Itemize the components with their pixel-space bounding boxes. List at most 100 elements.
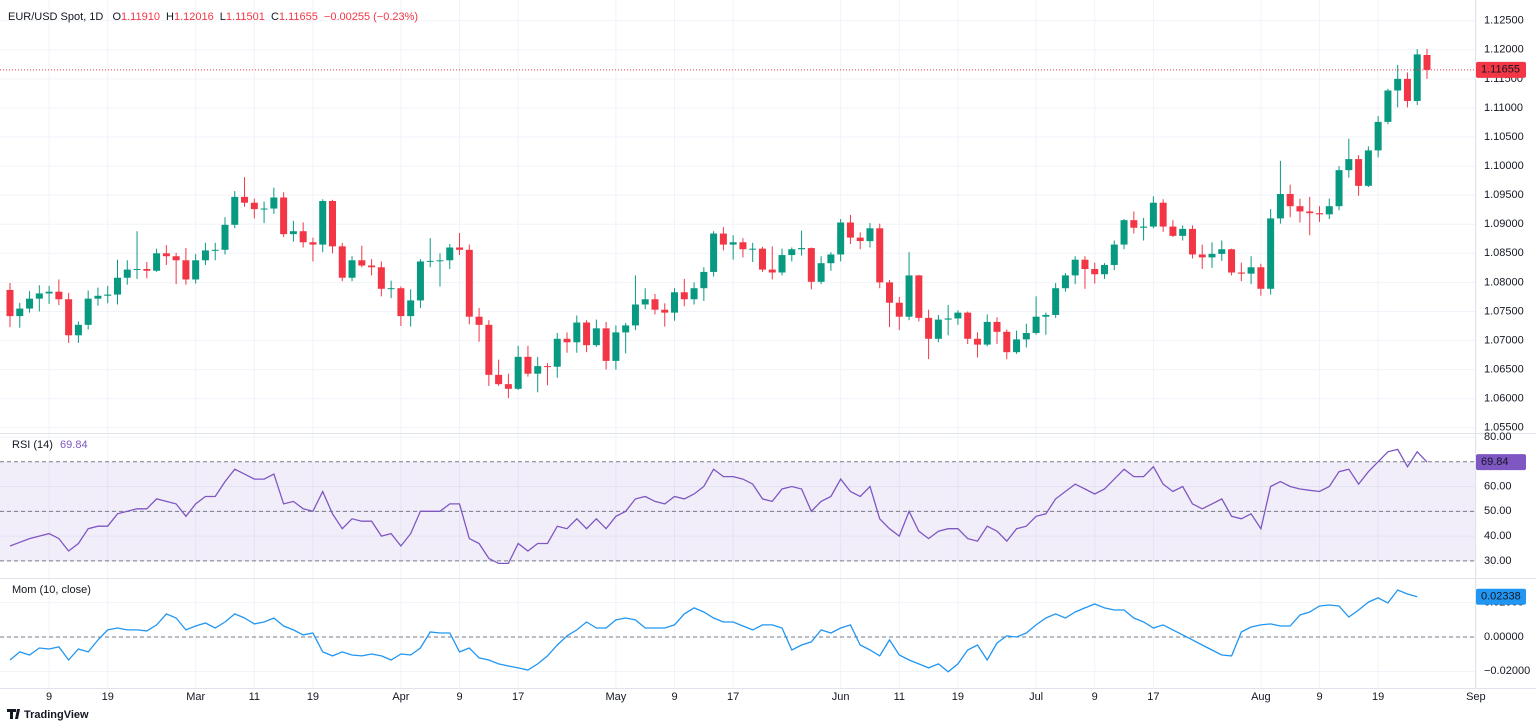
candle-body (1296, 206, 1304, 212)
y-tick-label: 1.10500 (1484, 131, 1524, 143)
candle-body (1140, 226, 1148, 228)
candle-body (446, 247, 454, 261)
candle-body (328, 200, 336, 247)
candle-body (768, 269, 776, 273)
marks (0, 48, 1475, 673)
candle-body (358, 260, 366, 266)
candle-body (954, 312, 962, 319)
candle-body (1325, 206, 1333, 215)
candle-body (944, 318, 952, 320)
x-tick-label: 19 (952, 691, 964, 703)
y-tick-label: 1.07000 (1484, 334, 1524, 346)
candle-body (719, 233, 727, 245)
candle-body (504, 384, 512, 389)
ohlc-key: C (271, 11, 279, 23)
candle-body (182, 260, 190, 280)
candle-body (866, 228, 874, 242)
candle-body (807, 248, 815, 282)
candle-body (514, 356, 522, 389)
candle-body (1179, 228, 1187, 236)
candle-body (1364, 150, 1372, 186)
candle-body (1003, 331, 1011, 353)
ohlc-value: 1.11655 (279, 11, 318, 23)
candle-body (895, 302, 903, 317)
y-tick-label: −0.02000 (1484, 665, 1530, 677)
candle-body (631, 304, 639, 326)
price-legend: EUR/USD Spot, 1D O1.11910 H1.12016 L1.11… (8, 11, 418, 23)
symbol: EUR/USD Spot, 1D (8, 11, 103, 23)
x-tick-label: 19 (307, 691, 319, 703)
x-tick-label: 19 (102, 691, 114, 703)
candle-body (1091, 269, 1099, 275)
candle-body (934, 319, 942, 339)
candle-body (407, 300, 415, 317)
indicator-line (9, 448, 1428, 565)
y-tick-label: 60.00 (1484, 480, 1512, 492)
x-tick-label: 11 (249, 691, 260, 703)
mom-title: Mom (10, close) (12, 584, 91, 596)
candle-body (983, 321, 991, 345)
x-tick-label: 19 (1372, 691, 1384, 703)
candle-body (798, 248, 806, 250)
candle-body (1052, 288, 1060, 315)
candle-body (827, 254, 835, 264)
candle-body (739, 242, 747, 250)
candle-body (348, 260, 356, 278)
candle-body (495, 374, 503, 385)
candle-body (837, 222, 845, 255)
candle-body (1316, 213, 1324, 215)
candle-body (1423, 55, 1431, 70)
candle-body (319, 200, 327, 245)
candle-body (1042, 314, 1050, 317)
candle-body (1403, 78, 1411, 101)
candle-body (1071, 259, 1079, 276)
candle-body (1208, 253, 1216, 258)
candle-body (1355, 159, 1363, 186)
candle-body (84, 298, 92, 325)
x-tick-label: 9 (671, 691, 677, 703)
candle-body (729, 242, 737, 245)
y-tick-label: 1.09000 (1484, 218, 1524, 230)
candle-body (74, 324, 82, 336)
candle-body (162, 253, 170, 257)
x-tick-label: 17 (727, 691, 739, 703)
rsi-title: RSI (14) (12, 439, 53, 451)
candle-body (241, 196, 249, 203)
candle-body (1394, 78, 1402, 91)
candle-body (778, 255, 786, 273)
candle-body (250, 202, 258, 210)
candle-body (1345, 159, 1353, 171)
candle-body (221, 224, 229, 250)
candle-body (964, 312, 972, 339)
candle-body (123, 269, 131, 278)
x-tick-label: 11 (894, 691, 905, 703)
candle-body (846, 222, 854, 238)
x-tick-label: 9 (46, 691, 52, 703)
last-value-box (1476, 588, 1526, 605)
candle-body (563, 338, 571, 343)
brand: TradingView (7, 709, 89, 721)
candle-body (1228, 249, 1236, 273)
last-value-label: 69.84 (1481, 456, 1509, 468)
candle-body (35, 293, 43, 299)
candle-body (1101, 264, 1109, 275)
ohlc-value: 1.11910 (121, 11, 160, 23)
change: −0.00255 (−0.23%) (324, 11, 418, 23)
y-tick-label: 1.12000 (1484, 44, 1524, 56)
candle-body (426, 260, 434, 262)
y-tick-label: 50.00 (1484, 505, 1512, 517)
ohlc-value: 1.11501 (226, 11, 265, 23)
candle-body (416, 261, 424, 301)
candle-body (26, 298, 34, 309)
candle-body (94, 295, 102, 299)
x-tick-label: Aug (1251, 691, 1271, 703)
candle-body (758, 248, 766, 270)
y-tick-label: 1.07500 (1484, 305, 1524, 317)
candle-body (436, 260, 444, 262)
candle-body (1149, 202, 1157, 227)
candle-body (1413, 54, 1421, 101)
y-tick-label: 1.09500 (1484, 189, 1524, 201)
x-tick-label: Sep (1466, 691, 1486, 703)
